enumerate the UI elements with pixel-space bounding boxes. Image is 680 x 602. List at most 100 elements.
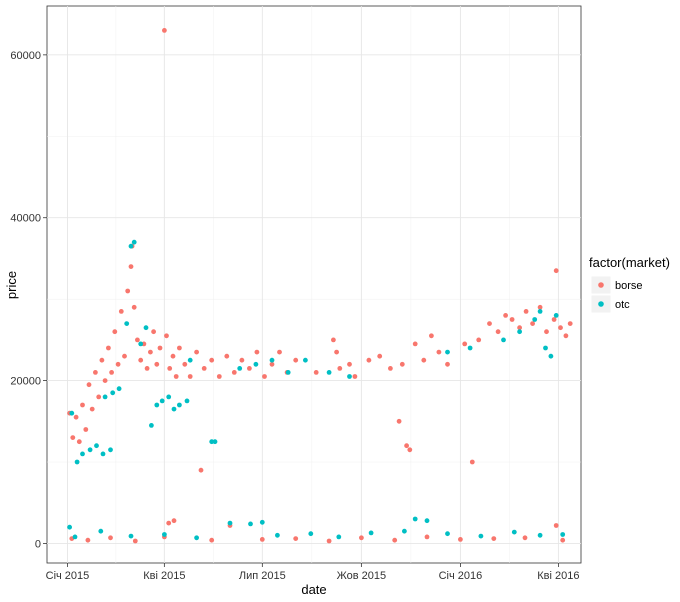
point-otc bbox=[159, 398, 165, 404]
point-otc bbox=[166, 394, 172, 400]
point-borse bbox=[171, 518, 177, 524]
y-tick-label: 20000 bbox=[10, 376, 41, 388]
point-borse bbox=[131, 304, 137, 310]
point-otc bbox=[412, 516, 418, 522]
point-borse bbox=[429, 333, 434, 339]
point-borse bbox=[293, 357, 299, 363]
point-borse bbox=[558, 325, 563, 331]
point-borse bbox=[359, 535, 364, 541]
point-borse bbox=[148, 349, 153, 355]
point-otc bbox=[110, 390, 116, 396]
point-otc bbox=[501, 337, 506, 343]
point-borse bbox=[99, 357, 105, 363]
x-tick-label: Лип 2015 bbox=[239, 570, 286, 582]
point-borse bbox=[96, 394, 102, 400]
point-borse bbox=[70, 435, 76, 440]
point-borse bbox=[517, 325, 522, 331]
legend-marker-borse bbox=[598, 282, 604, 288]
legend: factor(market) borse otc bbox=[589, 255, 670, 314]
point-otc bbox=[124, 321, 130, 326]
point-otc bbox=[553, 313, 559, 318]
point-otc bbox=[171, 406, 177, 412]
point-otc bbox=[275, 532, 280, 538]
point-borse bbox=[388, 366, 393, 371]
point-borse bbox=[436, 349, 442, 355]
point-borse bbox=[154, 361, 160, 367]
point-borse bbox=[313, 370, 319, 375]
point-otc bbox=[560, 532, 566, 537]
point-borse bbox=[259, 537, 265, 542]
series-borse bbox=[67, 28, 573, 544]
point-borse bbox=[128, 264, 134, 269]
point-borse bbox=[182, 361, 188, 367]
legend-marker-otc bbox=[598, 301, 604, 307]
point-otc bbox=[227, 520, 233, 526]
point-borse bbox=[553, 523, 559, 528]
point-otc bbox=[269, 357, 275, 363]
point-otc bbox=[532, 317, 538, 322]
legend-label-borse: borse bbox=[615, 280, 643, 292]
point-borse bbox=[112, 329, 118, 335]
point-borse bbox=[144, 366, 150, 371]
point-borse bbox=[157, 345, 163, 351]
point-otc bbox=[543, 345, 548, 351]
y-tick-label: 40000 bbox=[10, 213, 41, 225]
point-otc bbox=[149, 423, 154, 428]
point-borse bbox=[530, 321, 535, 326]
point-borse bbox=[544, 329, 549, 335]
point-borse bbox=[170, 353, 176, 359]
point-borse bbox=[89, 406, 95, 412]
point-otc bbox=[326, 370, 332, 375]
point-borse bbox=[412, 341, 418, 347]
point-borse bbox=[476, 337, 482, 343]
point-otc bbox=[72, 534, 78, 540]
point-borse bbox=[151, 329, 157, 335]
point-borse bbox=[352, 374, 358, 379]
point-otc bbox=[445, 349, 450, 355]
point-borse bbox=[239, 357, 245, 363]
point-otc bbox=[445, 531, 450, 537]
point-borse bbox=[76, 439, 82, 445]
x-axis-title: date bbox=[301, 582, 326, 597]
series-otc bbox=[67, 239, 566, 541]
point-otc bbox=[478, 533, 484, 539]
point-otc bbox=[187, 357, 193, 363]
point-borse bbox=[503, 313, 508, 318]
point-borse bbox=[102, 378, 108, 383]
point-otc bbox=[402, 528, 407, 534]
point-borse bbox=[396, 418, 402, 424]
point-borse bbox=[537, 304, 543, 310]
point-borse bbox=[80, 402, 85, 408]
point-otc bbox=[347, 374, 352, 379]
point-otc bbox=[308, 531, 314, 537]
point-borse bbox=[85, 537, 91, 543]
point-otc bbox=[194, 535, 200, 541]
point-borse bbox=[164, 333, 169, 339]
point-borse bbox=[560, 537, 566, 543]
point-borse bbox=[366, 357, 372, 363]
point-borse bbox=[115, 361, 121, 367]
point-borse bbox=[247, 366, 252, 371]
point-borse bbox=[567, 321, 573, 326]
point-borse bbox=[491, 536, 497, 541]
y-axis: 0 20000 40000 60000 bbox=[10, 50, 47, 550]
point-otc bbox=[336, 534, 342, 540]
point-borse bbox=[73, 414, 79, 420]
x-axis: Січ 2015 Кві 2015 Лип 2015 Жов 2015 Січ 2016… bbox=[46, 563, 580, 582]
point-borse bbox=[166, 520, 172, 526]
point-borse bbox=[509, 317, 515, 322]
point-borse bbox=[93, 370, 98, 375]
point-otc bbox=[102, 394, 108, 400]
point-borse bbox=[201, 366, 207, 371]
point-borse bbox=[553, 268, 559, 274]
point-borse bbox=[487, 321, 492, 326]
point-otc bbox=[209, 439, 215, 445]
point-borse bbox=[231, 370, 237, 375]
point-borse bbox=[135, 337, 140, 343]
point-borse bbox=[293, 536, 299, 541]
point-borse bbox=[118, 309, 124, 314]
point-otc bbox=[248, 521, 253, 527]
point-otc bbox=[67, 524, 72, 530]
point-borse bbox=[458, 537, 463, 542]
point-borse bbox=[254, 349, 260, 355]
